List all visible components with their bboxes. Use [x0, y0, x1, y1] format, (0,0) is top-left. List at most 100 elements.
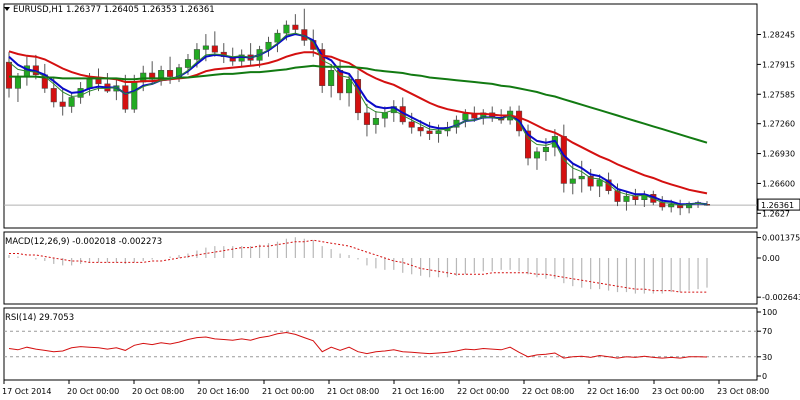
candle [247, 43, 254, 66]
macd-tick-label: 0.00 [762, 254, 780, 263]
candle [560, 124, 567, 193]
time-tick-label: 22 Oct 00:00 [457, 387, 509, 396]
last-price-box [757, 198, 800, 211]
candle [381, 106, 388, 128]
candle-body-up [68, 97, 75, 107]
candle-body-down [50, 88, 57, 103]
price-tick-label: 1.27260 [762, 120, 795, 129]
candle-body-up [238, 54, 245, 62]
candle [623, 192, 630, 211]
candle-body-up [542, 146, 549, 153]
macd-histogram [8, 237, 708, 294]
candle-body-down [632, 195, 639, 200]
macd-signal [9, 239, 707, 293]
collapse-triangle-icon[interactable] [4, 7, 10, 11]
rsi-tick-label: 70 [762, 327, 772, 336]
candle-body-down [5, 61, 13, 89]
candle-body-up [569, 178, 576, 184]
rsi-series [8, 331, 708, 359]
symbol-label: EURUSD,H1 [13, 5, 63, 15]
candle-body-down [605, 179, 612, 191]
price-tick-label: 1.27585 [762, 90, 795, 99]
price-tick-label: 1.26930 [762, 150, 795, 159]
rsi-label: RSI(14) 29.7053 [5, 313, 74, 323]
candle [158, 65, 165, 86]
time-axis: 17 Oct 2014 20 Oct 00:00 20 Oct 08:00 20 Oc… [2, 380, 769, 396]
candle-body-up [533, 151, 540, 159]
candle [596, 174, 603, 198]
candle [104, 72, 111, 93]
candle-body-up [328, 70, 335, 86]
candle-body-up [668, 204, 675, 208]
time-tick-label: 22 Oct 16:00 [587, 387, 639, 396]
price-tick-label: 1.26600 [762, 179, 795, 188]
moving-averages [8, 32, 708, 206]
candle-body-up [435, 130, 442, 134]
time-tick-label: 21 Oct 08:00 [327, 387, 379, 396]
rsi-tick-label: 0 [762, 372, 767, 381]
candle [220, 43, 227, 64]
macd-tick-label: -0.002643 [762, 293, 800, 302]
candle [614, 183, 621, 207]
ma-slow-green-line [9, 64, 708, 144]
price-axis: 1.2627 1.26600 1.26930 1.27260 1.27585 1.2791… [757, 31, 800, 218]
candle [211, 31, 218, 57]
candle-body-down [614, 190, 621, 202]
rsi-tick-label: 30 [762, 353, 772, 362]
candle [238, 49, 245, 68]
candle-body-up [193, 49, 200, 60]
candle [265, 36, 272, 57]
candle-body-down [122, 85, 129, 110]
candle-body-down [408, 121, 415, 128]
time-tick-label: 20 Oct 00:00 [67, 387, 119, 396]
ohlc-values: 1.26377 1.26405 1.26353 1.26361 [66, 5, 215, 15]
time-tick-label: 20 Oct 16:00 [197, 387, 249, 396]
candle [372, 111, 379, 134]
candle [525, 124, 532, 166]
candle-body-up [596, 179, 603, 187]
macd-tick-label: 0.001375 [762, 234, 800, 243]
candle-body-up [14, 76, 21, 89]
candle [346, 74, 353, 107]
rsi-tick-label: 100 [762, 308, 777, 317]
price-tick-label: 1.27915 [762, 60, 795, 69]
candle-body-up [184, 59, 191, 68]
candle [533, 147, 540, 170]
candle [578, 160, 585, 193]
rsi-axis: 100 70 30 0 [757, 308, 777, 381]
candle [301, 8, 308, 46]
candle [677, 199, 684, 216]
candle [605, 172, 612, 195]
macd-label: MACD(12,26,9) -0.002018 -0.002273 [5, 237, 162, 247]
macd-axis: 0.001375 0.00 -0.002643 [757, 234, 800, 302]
candle [274, 29, 281, 53]
time-tick-label: 22 Oct 08:00 [522, 387, 574, 396]
price-panel-frame [3, 3, 758, 229]
macd-panel-frame [3, 231, 758, 305]
rsi-line [8, 331, 708, 359]
macd-signal-line [9, 239, 707, 293]
candle-body-up [131, 81, 138, 110]
ma-thin-green-line [8, 32, 708, 206]
candle-body-up [462, 113, 469, 121]
candle [328, 63, 335, 98]
panel-frames [3, 3, 758, 381]
candle-body-up [372, 118, 379, 125]
candle [292, 14, 299, 35]
price-tick-label: 1.2627 [762, 209, 790, 218]
time-tick-label: 23 Oct 00:00 [652, 387, 704, 396]
candle [569, 163, 576, 195]
candle [131, 74, 138, 113]
candle-body-down [211, 45, 218, 53]
candle-body-up [623, 195, 630, 202]
rsi-gridlines [4, 330, 757, 358]
candle [50, 77, 57, 108]
candle-body-down [95, 79, 102, 85]
candle [632, 188, 639, 206]
candle-body-down [59, 101, 66, 107]
candle-body-up [283, 24, 290, 34]
time-tick-label: 17 Oct 2014 [2, 387, 51, 396]
candle [363, 103, 370, 137]
candle [659, 196, 666, 211]
